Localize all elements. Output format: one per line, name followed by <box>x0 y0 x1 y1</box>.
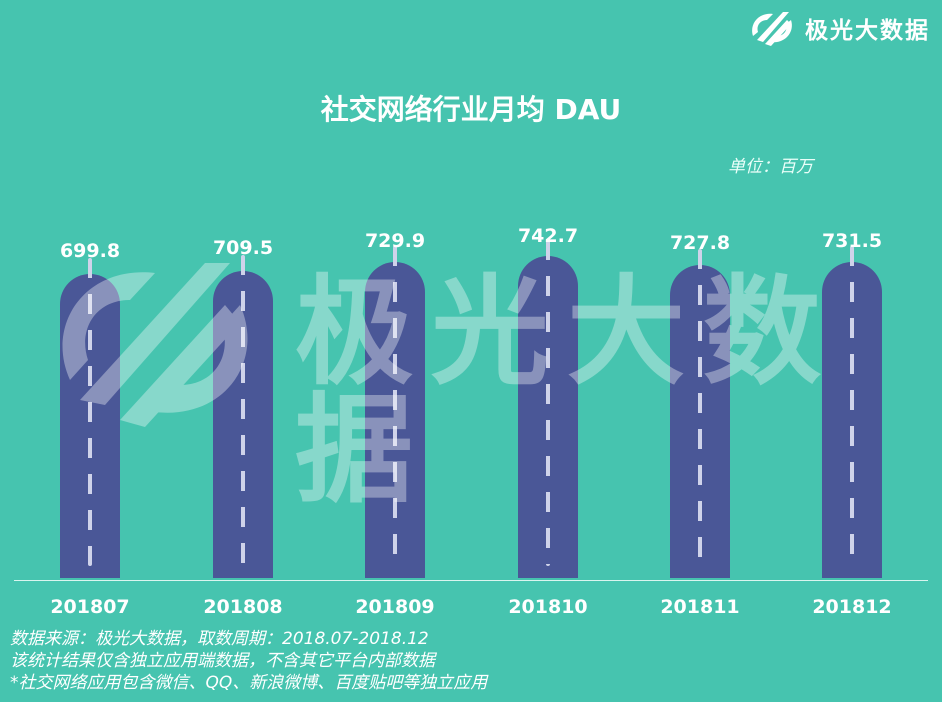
road-dash-line <box>850 246 854 566</box>
source-note: 数据来源：极光大数据，取数周期：2018.07-2018.12 <box>10 629 429 649</box>
scope-note: 该统计结果仅含独立应用端数据，不含其它平台内部数据 <box>10 651 435 671</box>
bar-201812 <box>822 246 882 578</box>
value-label: 699.8 <box>59 240 121 262</box>
x-axis-line <box>14 580 928 581</box>
chart-title: 社交网络行业月均 DAU <box>320 93 622 126</box>
jiguang-logo-icon <box>752 12 792 46</box>
apps-note: *社交网络应用包含微信、QQ、新浪微博、百度贴吧等独立应用 <box>10 673 488 693</box>
unit-label: 单位：百万 <box>728 157 813 177</box>
road-dash-line <box>241 255 245 566</box>
brand-logo: 极光大数据 <box>747 6 930 50</box>
road-dash-line <box>393 246 397 566</box>
x-tick-label: 201808 <box>203 596 283 618</box>
x-tick-label: 201810 <box>508 596 588 618</box>
value-label: 731.5 <box>821 230 883 252</box>
brand-name: 极光大数据 <box>805 18 930 44</box>
value-label: 709.5 <box>212 237 274 259</box>
bar-201811 <box>670 249 730 578</box>
x-tick-label: 201809 <box>355 596 435 618</box>
bar-201810 <box>518 240 578 578</box>
bar-201808 <box>213 255 273 578</box>
footer-notes: 数据来源：极光大数据，取数周期：2018.07-2018.12 该统计结果仅含独… <box>10 628 487 694</box>
value-label: 727.8 <box>669 232 731 254</box>
road-dash-line <box>698 249 702 566</box>
road-dash-line <box>88 258 92 566</box>
bar-201807 <box>60 258 120 578</box>
value-label: 729.9 <box>364 230 426 252</box>
bar-201809 <box>365 246 425 578</box>
x-tick-label: 201811 <box>660 596 740 618</box>
x-tick-label: 201807 <box>50 596 130 618</box>
road-dash-line <box>546 240 550 566</box>
value-label: 742.7 <box>517 225 579 247</box>
x-tick-label: 201812 <box>812 596 892 618</box>
